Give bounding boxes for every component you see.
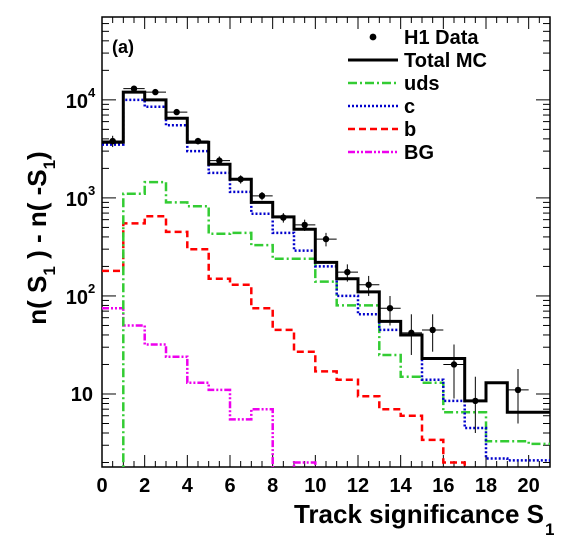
x-tick-label: 10 <box>304 475 326 497</box>
y-tick-label-exponent: 3 <box>88 183 95 198</box>
data-point <box>472 397 479 405</box>
x-axis-title: Track significance S <box>294 499 544 529</box>
x-tick-label: 12 <box>347 475 369 497</box>
data-point <box>450 361 458 368</box>
y-axis-title-part: ) <box>22 151 52 160</box>
x-tick-label: 0 <box>96 475 107 497</box>
data-point <box>514 386 522 394</box>
data-point <box>408 329 415 337</box>
data-point <box>386 304 394 312</box>
data-point <box>237 176 244 183</box>
x-tick-label: 8 <box>267 475 278 497</box>
x-tick-label: 16 <box>432 475 454 497</box>
data-point <box>194 137 202 145</box>
data-point <box>216 157 223 164</box>
x-tick-label: 20 <box>518 475 540 497</box>
legend-label-data: H1 Data <box>404 27 479 49</box>
y-tick-label-exponent: 2 <box>88 281 95 296</box>
series-uds-line <box>122 180 550 467</box>
x-axis-title-subscript: 1 <box>545 520 554 539</box>
y-axis-title-part: 1 <box>40 266 59 275</box>
data-point <box>365 281 372 288</box>
y-axis-title-part: n( S <box>22 276 52 325</box>
legend-marker-data <box>369 33 377 41</box>
data-points <box>102 85 529 433</box>
y-tick-label-exponent: 4 <box>88 85 96 100</box>
y-tick-label: 10 <box>71 384 93 406</box>
series-total-line <box>102 90 550 414</box>
legend-label-total: Total MC <box>404 50 487 72</box>
x-tick-label: 6 <box>224 475 235 497</box>
y-axis-title: n( S1 ) - n( -S1) <box>22 151 59 324</box>
y-tick-label: 10 <box>66 189 88 211</box>
data-point <box>322 235 330 243</box>
series-c-line <box>102 98 550 462</box>
y-axis-title-part: ) - n( -S <box>22 169 52 266</box>
y-tick-label: 10 <box>66 287 88 309</box>
panel-label: (a) <box>112 37 134 57</box>
y-axis-title-part: 1 <box>40 160 59 169</box>
x-axis-ticks: 0 2 4 6 8 10 12 14 16 18 20 <box>96 17 551 497</box>
data-point <box>130 85 138 92</box>
x-tick-label: 4 <box>182 475 194 497</box>
legend-label-b: b <box>404 119 416 141</box>
series-b-line <box>102 214 466 467</box>
x-tick-label: 14 <box>390 475 413 497</box>
data-point <box>429 326 436 334</box>
data-point <box>301 221 308 229</box>
data-point <box>280 214 287 221</box>
data-point <box>152 88 159 96</box>
legend-label-uds: uds <box>404 73 440 95</box>
data-point <box>344 268 351 276</box>
x-tick-label: 18 <box>475 475 497 497</box>
series-bg-line <box>102 306 317 467</box>
y-tick-label: 10 <box>66 91 88 113</box>
legend-label-bg: BG <box>404 142 434 164</box>
x-tick-label: 2 <box>139 475 150 497</box>
data-point <box>173 108 180 116</box>
histogram-series <box>102 90 550 467</box>
data-point <box>258 192 266 200</box>
data-point <box>109 137 116 145</box>
y-axis-title-text: n( S1 ) - n( -S1) <box>22 151 59 324</box>
legend-label-c: c <box>404 96 415 118</box>
